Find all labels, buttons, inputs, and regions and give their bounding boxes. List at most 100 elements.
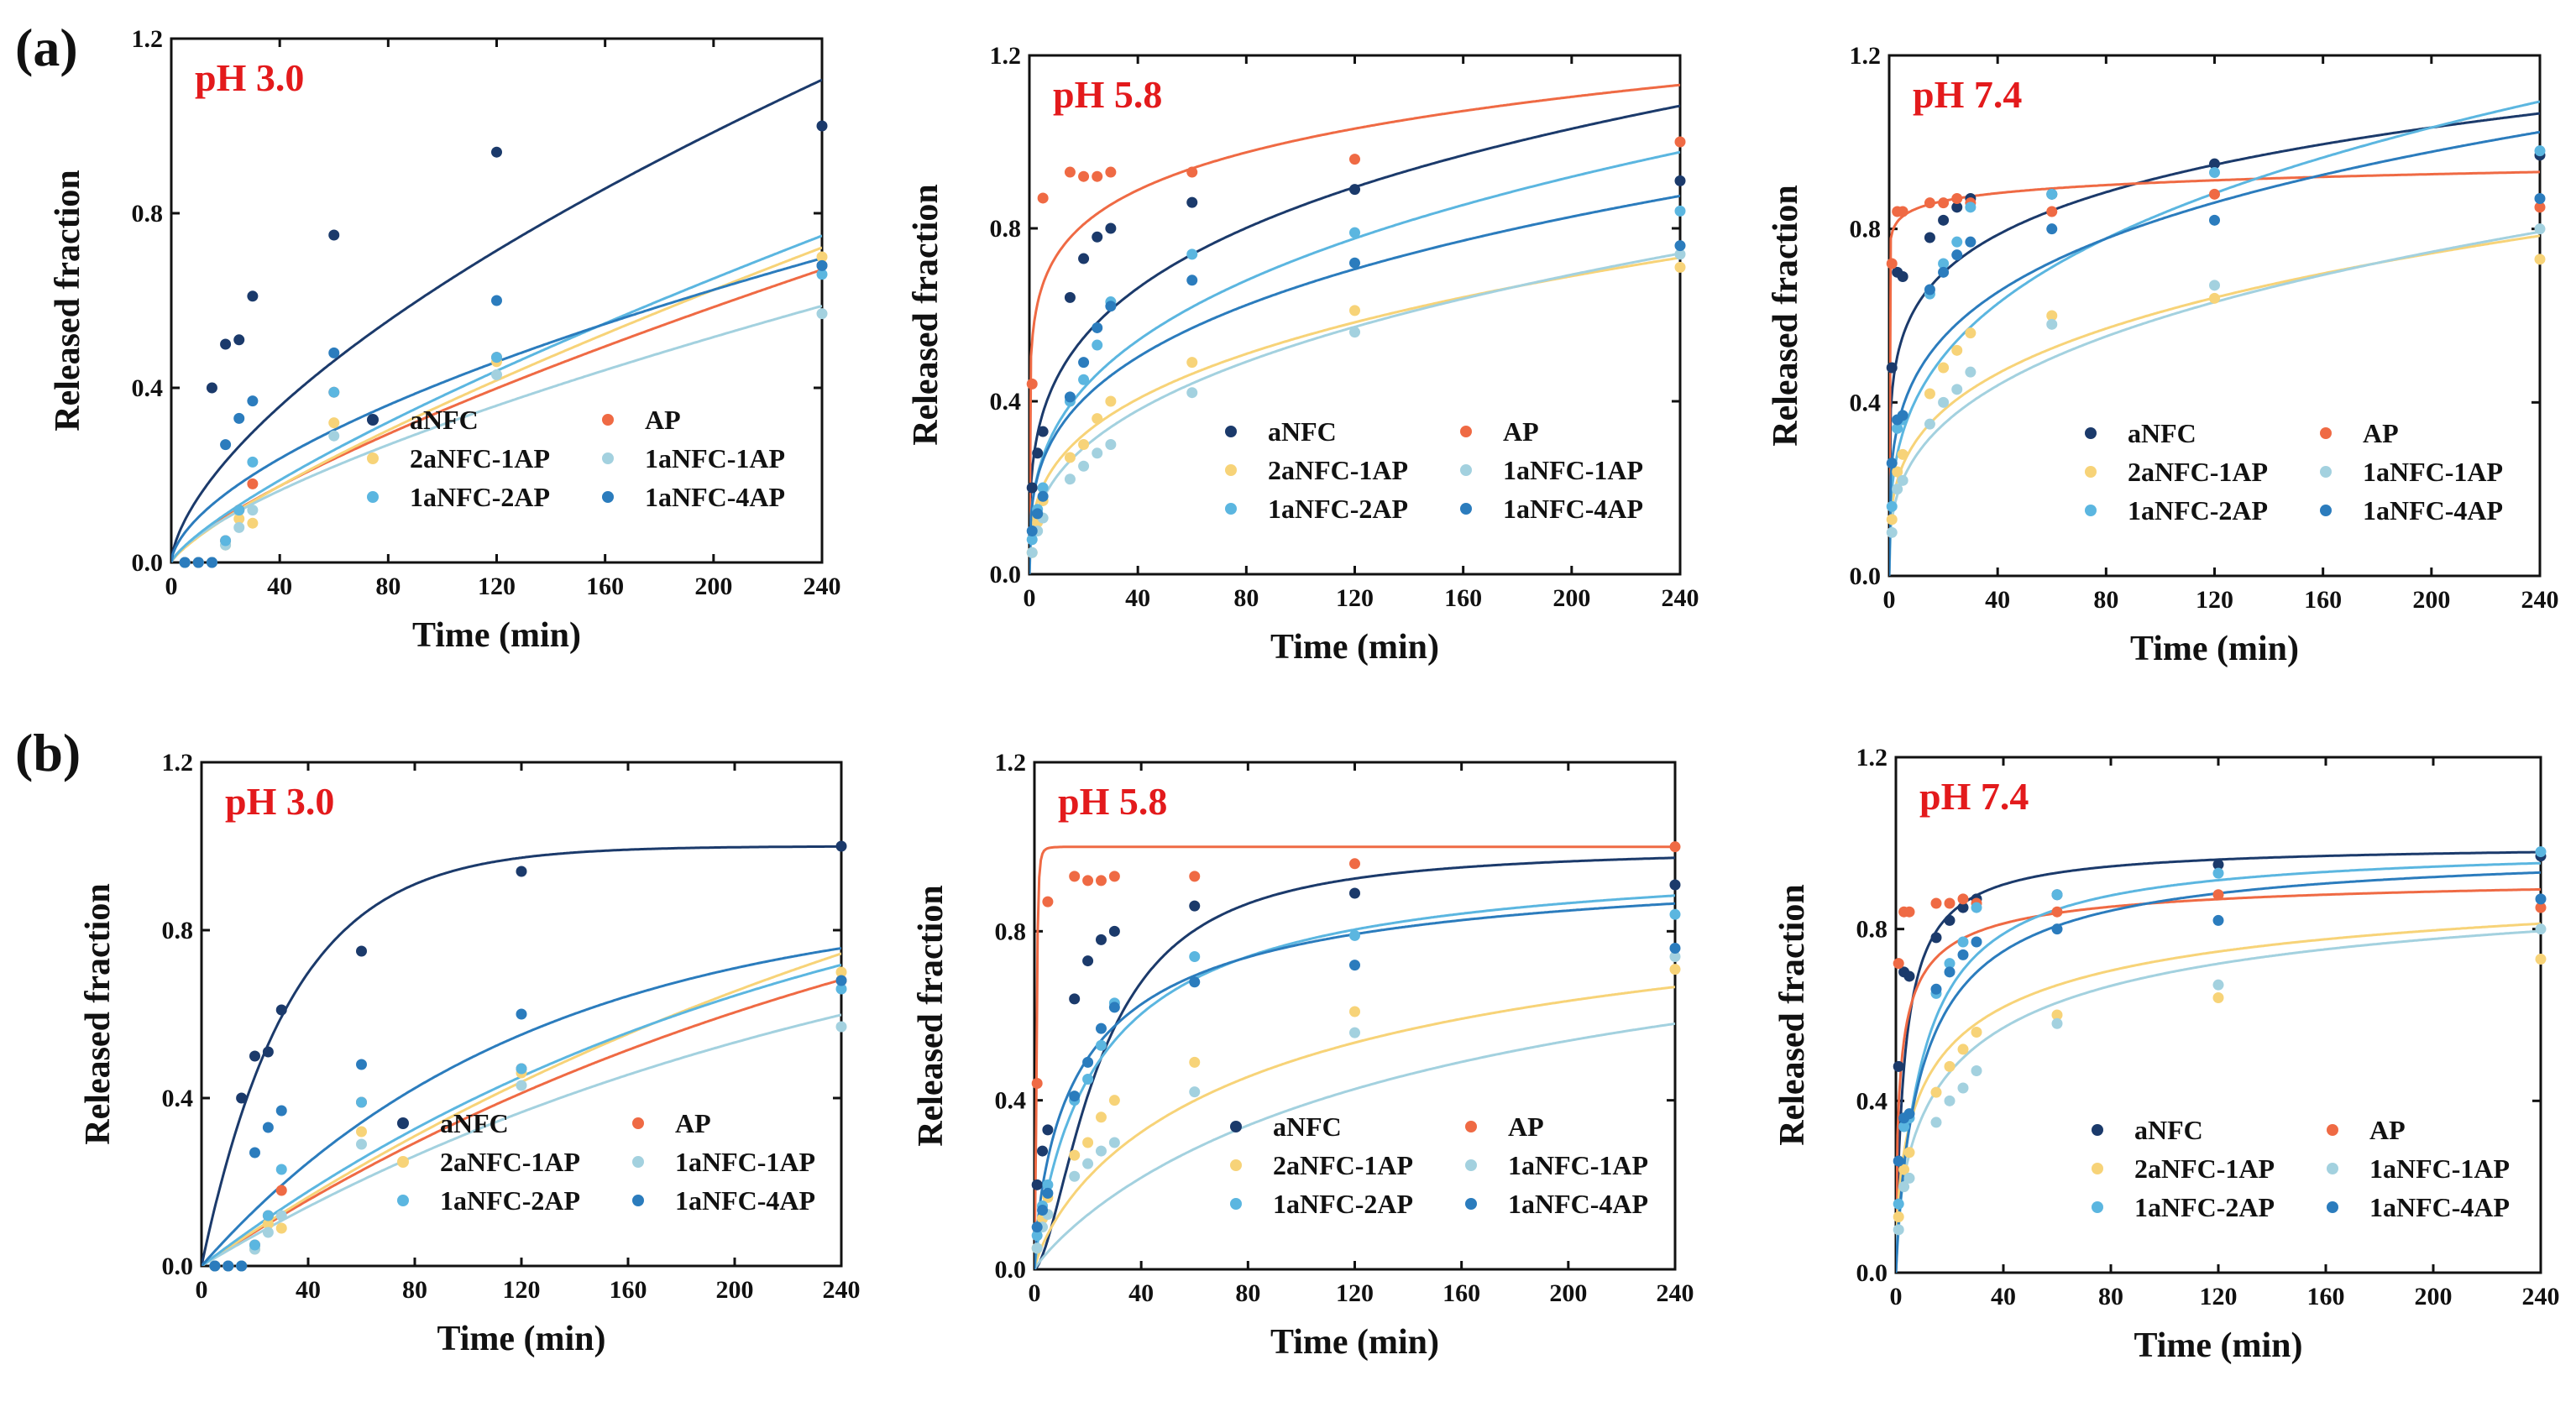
legend-label-1anfc-4ap: 1aNFC-4AP [1503, 494, 1643, 524]
point-1anfc-1ap [2209, 280, 2220, 291]
point-1anfc-1ap [1069, 1170, 1081, 1182]
point-1anfc-1ap [2535, 923, 2547, 935]
point-2anfc-1ap [1349, 1006, 1360, 1017]
legend-label-1anfc-4ap: 1aNFC-4AP [1508, 1189, 1648, 1219]
point-ap [2212, 889, 2224, 901]
legend-marker-ap [1465, 1121, 1477, 1132]
point-1anfc-1ap [1026, 547, 1038, 558]
legend-marker-ap [632, 1117, 644, 1129]
fit-line-ap [1034, 845, 1675, 1269]
point-1anfc-1ap [1186, 387, 1198, 399]
point-1anfc-4ap [1886, 458, 1898, 469]
point-1anfc-2ap [816, 269, 828, 280]
point-1anfc-2ap [1349, 929, 1360, 941]
y-axis-label: Released fraction [907, 184, 945, 445]
y-axis-label: Released fraction [1773, 884, 1812, 1145]
point-anfc [1031, 1179, 1043, 1190]
point-1anfc-1ap [2051, 1017, 2063, 1029]
y-tick-label: 0.0 [990, 561, 1022, 588]
point-anfc [1108, 925, 1120, 937]
point-1anfc-1ap [1886, 526, 1898, 538]
point-2anfc-1ap [1944, 1060, 1956, 1072]
legend-marker-2anfc-1ap [1225, 464, 1237, 476]
legend-label-1anfc-1ap: 1aNFC-1AP [645, 443, 785, 473]
point-ap [2051, 906, 2063, 918]
point-anfc [2212, 859, 2224, 871]
legend-label-1anfc-4ap: 1aNFC-4AP [2369, 1192, 2510, 1222]
point-2anfc-1ap [356, 1126, 367, 1138]
point-1anfc-1ap [816, 308, 828, 320]
point-anfc [1886, 362, 1898, 374]
point-2anfc-1ap [2051, 1009, 2063, 1021]
legend-marker-anfc [2092, 1124, 2103, 1136]
point-ap [1069, 871, 1081, 882]
point-2anfc-1ap [1898, 1164, 1910, 1175]
point-ap [1349, 154, 1360, 165]
point-anfc [491, 146, 502, 158]
legend-label-1anfc-1ap: 1aNFC-1AP [675, 1147, 815, 1177]
point-ap [1669, 841, 1681, 853]
point-1anfc-2ap [1082, 1074, 1094, 1085]
point-1anfc-4ap [179, 557, 191, 568]
chart-title: pH 7.4 [1919, 775, 2029, 818]
y-tick-label: 0.0 [132, 549, 164, 577]
point-1anfc-2ap [1031, 1230, 1043, 1242]
y-tick-label: 1.2 [990, 42, 1022, 70]
x-tick-label: 160 [1442, 1279, 1480, 1307]
point-2anfc-1ap [1924, 388, 1935, 400]
point-1anfc-2ap [2046, 188, 2058, 200]
point-ap [1903, 906, 1915, 918]
legend-label-ap: AP [2369, 1115, 2406, 1145]
point-1anfc-1ap [1903, 1172, 1915, 1184]
point-1anfc-4ap [1957, 949, 1969, 960]
point-ap [1042, 896, 1054, 907]
chart-title: pH 5.8 [1058, 780, 1167, 823]
fit-line-anfc [1034, 856, 1675, 1269]
point-1anfc-2ap [1938, 258, 1950, 269]
fit-line-2anfc-1ap [1029, 256, 1680, 574]
point-1anfc-4ap [1095, 1023, 1107, 1034]
x-axis-label: Time (min) [1270, 628, 1439, 667]
point-1anfc-2ap [2051, 889, 2063, 901]
point-1anfc-2ap [262, 1210, 274, 1221]
point-anfc [1032, 447, 1044, 459]
x-tick-label: 0 [1890, 1283, 1903, 1310]
x-tick-label: 0 [196, 1276, 208, 1304]
point-1anfc-4ap [2046, 223, 2058, 235]
point-1anfc-4ap [2209, 214, 2220, 226]
point-anfc [1903, 970, 1915, 982]
point-1anfc-1ap [1965, 366, 1977, 378]
point-2anfc-1ap [275, 1222, 287, 1234]
point-anfc [1186, 196, 1198, 208]
point-ap [1078, 170, 1090, 182]
x-tick-label: 40 [296, 1276, 321, 1304]
point-1anfc-1ap [2212, 979, 2224, 991]
point-ap [1186, 166, 1198, 178]
point-1anfc-4ap [516, 1008, 527, 1020]
point-1anfc-1ap [1938, 396, 1950, 408]
legend-marker-2anfc-1ap [2085, 466, 2097, 478]
row-label-b: (b) [15, 723, 81, 782]
point-anfc [1957, 902, 1969, 913]
legend: aNFC AP 2aNFC-1AP 1aNFC-1AP 1aNFC-2AP 1aNFC-4… [2085, 418, 2503, 526]
y-tick-label: 0.4 [995, 1087, 1027, 1115]
legend-label-anfc: aNFC [410, 405, 479, 435]
point-1anfc-4ap [236, 1260, 248, 1272]
point-anfc [328, 229, 340, 241]
row-label-a: (a) [15, 18, 78, 77]
x-axis-label: Time (min) [437, 1320, 605, 1358]
x-tick-label: 200 [716, 1276, 754, 1304]
point-1anfc-4ap [1032, 508, 1044, 520]
x-tick-label: 40 [1128, 1279, 1154, 1307]
point-1anfc-2ap [1898, 1121, 1910, 1132]
point-ap [1674, 136, 1686, 148]
point-1anfc-4ap [206, 557, 217, 568]
point-1anfc-1ap [275, 1210, 287, 1221]
fit-line-2anfc-1ap [202, 952, 841, 1266]
point-1anfc-4ap [1108, 1002, 1120, 1013]
point-2anfc-1ap [1674, 261, 1686, 273]
x-tick-label: 80 [2093, 586, 2118, 614]
legend-label-1anfc-2ap: 1aNFC-2AP [440, 1185, 580, 1216]
chart-panels: 0 40 80 120 160 200 240 0.0 0.4 0.8 1.2 Time (min) R… [49, 25, 2560, 1365]
legend-marker-1anfc-4ap [1460, 503, 1472, 515]
